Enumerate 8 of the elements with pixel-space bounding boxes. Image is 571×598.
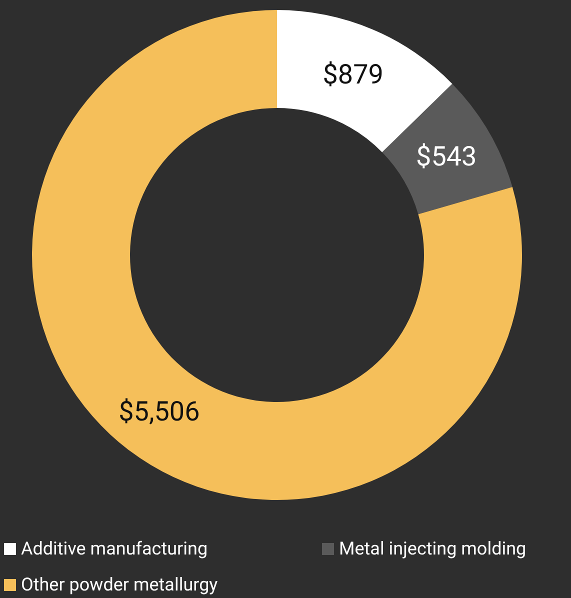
data-label: $5,506	[118, 396, 200, 428]
data-label: $543	[416, 140, 477, 172]
legend-label: Metal injecting molding	[339, 538, 526, 560]
donut-slice	[382, 84, 512, 214]
legend-label: Other powder metallurgy	[21, 574, 218, 596]
data-label: $879	[322, 58, 384, 90]
legend-label: Additive manufacturing	[21, 538, 208, 560]
donut-slice	[32, 10, 522, 500]
